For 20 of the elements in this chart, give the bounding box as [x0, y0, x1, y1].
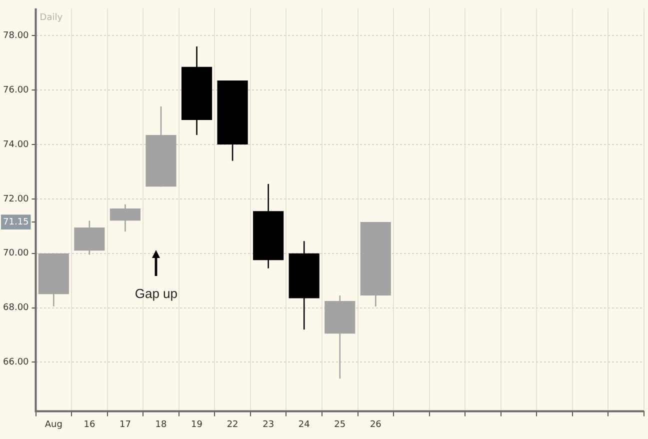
x-tick-label: 26: [370, 420, 382, 430]
y-tick-label: 72.00: [3, 194, 30, 204]
x-tick-label: 19: [191, 420, 203, 430]
x-tick-label: 18: [155, 420, 167, 430]
x-tick-label: 24: [298, 420, 310, 430]
y-tick-label: 74.00: [3, 140, 30, 150]
y-tick-label: 78.00: [3, 30, 30, 41]
annotation: Gap up: [134, 286, 178, 301]
x-tick-label: Aug: [44, 420, 62, 430]
y-tick-label: 76.00: [3, 85, 30, 96]
x-tick-label: 17: [119, 420, 131, 430]
y-tick-label: 71.15: [3, 217, 29, 228]
x-tick-label: 22: [226, 420, 238, 430]
y-tick-label: 68.00: [3, 303, 30, 314]
x-tick-label: 16: [84, 420, 96, 430]
y-tick-label: 70.00: [3, 248, 30, 259]
x-tick-label: 23: [262, 420, 274, 430]
text: Daily: [40, 13, 64, 24]
x-tick-label: 25: [334, 420, 346, 430]
y-tick-label: 66.00: [3, 358, 30, 368]
